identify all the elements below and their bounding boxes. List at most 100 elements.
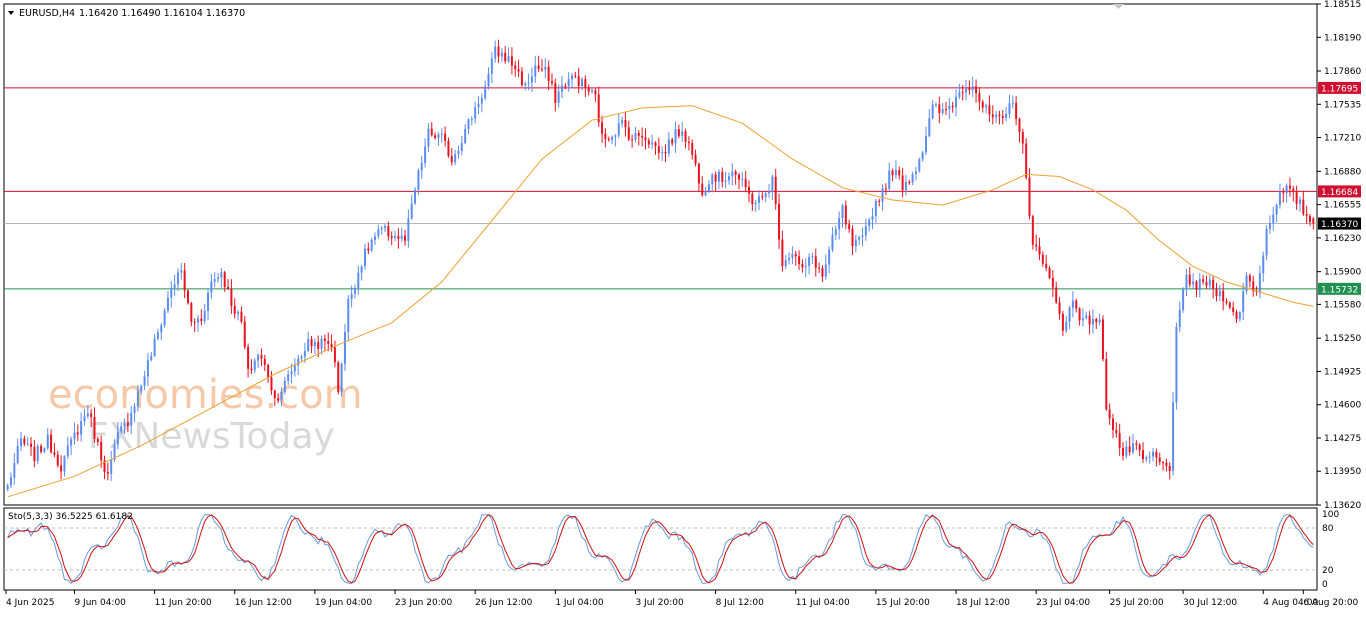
- candle-bearish: [1128, 446, 1131, 453]
- candle-bearish: [1038, 246, 1041, 255]
- candle-bullish: [1185, 274, 1188, 290]
- candle-bearish: [263, 358, 266, 365]
- candle-bearish: [267, 364, 270, 378]
- candle-bearish: [627, 127, 630, 140]
- candle-bullish: [470, 118, 473, 120]
- candle-bullish: [370, 240, 373, 251]
- candle-bearish: [30, 443, 33, 447]
- candle-bearish: [1248, 275, 1251, 282]
- candle-bearish: [1162, 462, 1165, 464]
- candle-bearish: [848, 224, 851, 229]
- candle-bullish: [217, 277, 220, 280]
- candle-bearish: [547, 66, 550, 82]
- candle-bullish: [207, 292, 210, 311]
- candle-bearish: [1232, 307, 1235, 312]
- x-tick-label: 3 Jul 20:00: [635, 598, 684, 608]
- candle-bullish: [287, 374, 290, 381]
- candle-bearish: [317, 342, 320, 349]
- candle-bearish: [90, 413, 93, 417]
- x-tick-label: 1 Jul 04:00: [555, 598, 604, 608]
- candle-bearish: [1308, 215, 1311, 222]
- candle-bullish: [43, 448, 46, 452]
- candle-bullish: [220, 272, 223, 278]
- candle-bearish: [694, 154, 697, 164]
- candle-bearish: [550, 81, 553, 84]
- candle-bullish: [407, 218, 410, 241]
- candle-bullish: [110, 459, 113, 474]
- candle-bearish: [1228, 302, 1231, 308]
- candle-bearish: [1041, 254, 1044, 264]
- candle-bullish: [480, 98, 483, 104]
- x-tick-label: 23 Jun 20:00: [395, 598, 452, 608]
- candle-bullish: [180, 270, 183, 273]
- candle-bearish: [1215, 288, 1218, 297]
- candle-bullish: [1265, 228, 1268, 256]
- candle-bullish: [166, 297, 169, 311]
- y-tick-label: 1.17535: [1324, 100, 1361, 110]
- candle-bearish: [327, 340, 330, 344]
- candle-bullish: [808, 256, 811, 267]
- candle-bullish: [1208, 279, 1211, 286]
- stochastic-plot-frame[interactable]: [3, 507, 1318, 591]
- candle-bullish: [130, 413, 133, 426]
- candle-bearish: [564, 85, 567, 87]
- candle-bearish: [981, 101, 984, 108]
- candle-bearish: [1118, 433, 1121, 448]
- candle-bullish: [73, 432, 76, 440]
- chart-shift-marker-icon[interactable]: [1113, 4, 1124, 9]
- candle-bearish: [504, 52, 507, 62]
- candle-bullish: [133, 406, 136, 414]
- candle-bullish: [731, 171, 734, 177]
- candle-bullish: [617, 123, 620, 136]
- candle-bearish: [988, 105, 991, 115]
- candle-bearish: [53, 452, 56, 455]
- candle-bullish: [1065, 321, 1068, 331]
- candle-bullish: [1085, 315, 1088, 319]
- candle-bullish: [150, 355, 153, 361]
- candle-bearish: [277, 398, 280, 401]
- x-tick-label: 11 Jun 20:00: [155, 598, 212, 608]
- candle-bearish: [387, 226, 390, 237]
- candle-bullish: [928, 118, 931, 137]
- candle-bullish: [1192, 281, 1195, 285]
- candle-bullish: [1285, 185, 1288, 194]
- y-tick-label: 1.17210: [1324, 134, 1361, 144]
- candle-bearish: [1018, 118, 1021, 133]
- candle-bearish: [1108, 409, 1111, 419]
- candle-bullish: [764, 193, 767, 197]
- candle-bearish: [951, 106, 954, 108]
- stochastic-tick-label: 20: [1322, 566, 1334, 576]
- candle-bullish: [771, 176, 774, 192]
- candle-bearish: [23, 438, 26, 444]
- candle-bearish: [597, 94, 600, 123]
- candle-bearish: [1095, 319, 1098, 323]
- candle-bullish: [1005, 113, 1008, 118]
- candle-bearish: [230, 288, 233, 307]
- candle-bearish: [510, 56, 513, 66]
- candle-bearish: [273, 390, 276, 399]
- y-tick-label: 1.15250: [1324, 334, 1361, 344]
- x-tick-label: 26 Jun 12:00: [475, 598, 532, 608]
- candle-bearish: [1058, 302, 1061, 314]
- candle-bearish: [574, 75, 577, 77]
- candle-bullish: [467, 119, 470, 129]
- candle-bullish: [995, 114, 998, 118]
- candle-bearish: [1302, 199, 1305, 215]
- candle-bullish: [293, 365, 296, 372]
- dropdown-triangle-icon[interactable]: [8, 11, 14, 15]
- x-tick-label: 25 Jul 20:00: [1110, 598, 1164, 608]
- candle-bearish: [323, 338, 326, 341]
- candle-bearish: [1035, 244, 1038, 247]
- candle-bearish: [1158, 457, 1161, 463]
- candle-bullish: [357, 272, 360, 289]
- candle-bullish: [948, 106, 951, 110]
- candle-bearish: [975, 86, 978, 94]
- candle-bearish: [1292, 188, 1295, 192]
- candle-bearish: [1051, 277, 1054, 288]
- candle-bearish: [1305, 214, 1308, 216]
- candle-bullish: [717, 171, 720, 182]
- candle-bearish: [1155, 451, 1158, 458]
- candle-bearish: [697, 163, 700, 184]
